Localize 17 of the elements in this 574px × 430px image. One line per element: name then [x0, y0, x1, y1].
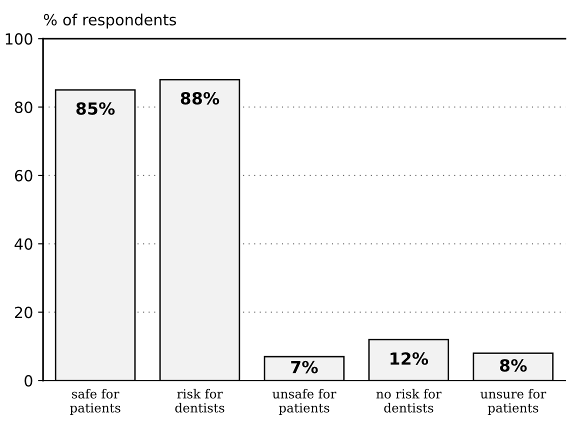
data-label: 88% [180, 92, 220, 105]
y-tick-label: 100 [6, 33, 32, 45]
y-tick-label: 80 [14, 102, 32, 114]
data-label: 85% [76, 102, 115, 115]
x-tick-label: unsure for patients [480, 388, 546, 415]
y-axis-title: % of respondents [44, 14, 176, 28]
x-tick-label: risk for dentists [175, 388, 224, 413]
y-tick-label: 0 [24, 375, 32, 387]
y-tick-label: 40 [14, 238, 32, 250]
x-tick-label: safe for patients [70, 388, 120, 415]
data-label: 12% [390, 352, 428, 365]
data-label: 7% [291, 360, 318, 374]
y-tick-label: 60 [14, 170, 32, 182]
x-tick-label: no risk for dentists [376, 388, 442, 413]
data-label: 8% [500, 359, 527, 372]
x-tick-label: unsafe for patients [272, 388, 336, 415]
y-tick-label: 20 [15, 306, 32, 318]
